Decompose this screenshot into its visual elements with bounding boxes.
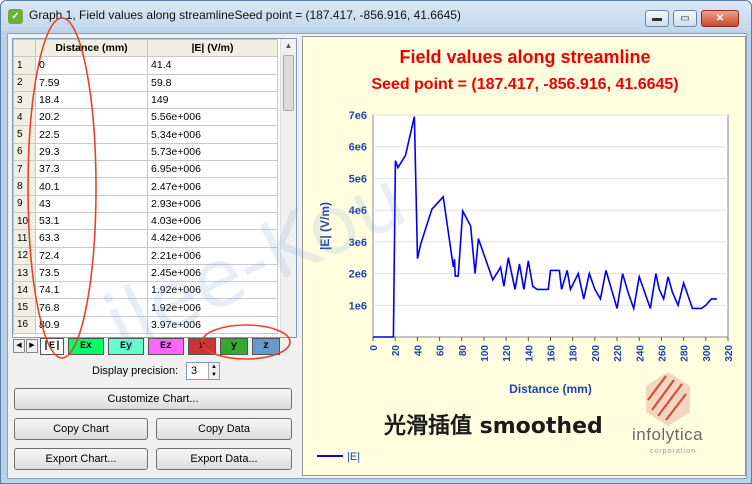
y-tick-label: 3e6 — [349, 237, 367, 249]
tab-ey[interactable]: Ey — [108, 338, 144, 355]
maximize-button[interactable]: ▭ — [673, 10, 697, 27]
field-cell[interactable]: 2.45e+006 — [147, 263, 278, 283]
x-tick-label: 200 — [591, 345, 602, 362]
distance-cell[interactable]: 7.59 — [35, 73, 148, 92]
x-tick-label: 40 — [413, 345, 424, 357]
close-button[interactable]: ✕ — [701, 10, 739, 27]
row-number[interactable]: 13 — [13, 263, 36, 283]
ellipse-distance-column — [27, 17, 97, 359]
title-bar[interactable]: ✓ Graph 1, Field values along streamline… — [1, 1, 751, 31]
table-row[interactable]: 16 80.9 3.97e+006 — [13, 315, 278, 335]
row-number[interactable]: 15 — [13, 298, 36, 317]
precision-input[interactable]: 3 ▲ ▼ — [186, 362, 220, 380]
copy-chart-button[interactable]: Copy Chart — [14, 418, 148, 440]
vertical-scrollbar[interactable]: ▲ — [280, 39, 296, 337]
export-chart-button[interactable]: Export Chart... — [14, 448, 148, 470]
x-tick-label: 180 — [569, 345, 580, 362]
data-grid[interactable]: Distance (mm) |E| (V/m) 1 0 41.4 2 7.59 59.8 3… — [12, 38, 297, 338]
smoothed-annotation: 光滑插值 smoothed — [384, 414, 603, 439]
table-row[interactable]: 3 18.4 149 — [13, 90, 278, 110]
x-tick-label: 0 — [369, 345, 380, 351]
ellipse-coordinate-tabs — [201, 324, 291, 360]
field-cell[interactable]: 2.93e+006 — [147, 194, 278, 213]
plot-area — [372, 114, 729, 338]
line-chart: Field values along streamline Seed point … — [317, 47, 735, 463]
x-tick-label: 100 — [480, 345, 491, 362]
distance-cell[interactable]: 80.9 — [35, 315, 148, 335]
table-row[interactable]: 14 74.1 1.92e+006 — [13, 281, 278, 300]
row-number[interactable]: 14 — [13, 281, 36, 300]
copy-data-button[interactable]: Copy Data — [156, 418, 292, 440]
tab-z[interactable]: z — [252, 338, 280, 355]
tab-next-icon[interactable]: ▶ — [26, 339, 38, 353]
logo-subtitle: corporation — [650, 448, 697, 455]
tab-abseabs[interactable]: |E| — [40, 338, 64, 355]
precision-spinner[interactable]: ▲ ▼ — [208, 363, 219, 379]
x-tick-label: 300 — [702, 345, 713, 362]
row-number[interactable]: 2 — [13, 73, 36, 92]
header-row: Distance (mm) |E| (V/m) — [13, 39, 278, 58]
y-tick-label: 5e6 — [349, 173, 367, 185]
table-row[interactable]: 9 43 2.93e+006 — [13, 194, 278, 213]
field-cell[interactable]: 5.73e+006 — [147, 142, 278, 162]
field-cell[interactable]: 59.8 — [147, 73, 278, 92]
row-number[interactable]: 16 — [13, 315, 36, 335]
y-tick-label: 1e6 — [349, 300, 367, 312]
x-tick-label: 20 — [391, 345, 402, 357]
y-tick-label: 7e6 — [349, 110, 367, 122]
y-tick-label: 4e6 — [349, 205, 367, 217]
field-cell[interactable]: 3.97e+006 — [147, 315, 278, 335]
table-row[interactable]: 4 20.2 5.56e+006 — [13, 108, 278, 127]
x-tick-label: 140 — [524, 345, 535, 362]
x-tick-label: 260 — [657, 345, 668, 362]
column-header-field[interactable]: |E| (V/m) — [147, 39, 278, 58]
table-row[interactable]: 12 72.4 2.21e+006 — [13, 246, 278, 265]
column-header-distance[interactable]: Distance (mm) — [35, 39, 148, 58]
x-tick-label: 280 — [680, 345, 691, 362]
corner-cell — [13, 39, 36, 58]
infolytica-logo-icon — [646, 372, 690, 426]
x-tick-label: 320 — [724, 345, 735, 362]
series-line-absEabs — [372, 116, 717, 338]
row-number[interactable]: 9 — [13, 194, 36, 213]
x-tick-label: 120 — [502, 345, 513, 362]
customize-chart-button[interactable]: Customize Chart... — [14, 388, 292, 410]
logo-wordmark: infolytica — [632, 425, 704, 444]
precision-label: Display precision: — [92, 365, 179, 377]
y-axis-label: |E| (V/m) — [318, 202, 332, 250]
x-tick-label: 240 — [635, 345, 646, 362]
minimize-button[interactable]: ▬ — [645, 10, 669, 27]
tab-prev-icon[interactable]: ◀ — [13, 339, 25, 353]
field-cell[interactable]: 1.92e+006 — [147, 281, 278, 300]
table-row[interactable]: 2 7.59 59.8 — [13, 73, 278, 92]
x-tick-label: 160 — [547, 345, 558, 362]
y-tick-label: 6e6 — [349, 142, 367, 154]
app-icon: ✓ — [8, 9, 23, 24]
table-row[interactable]: 10 53.1 4.03e+006 — [13, 211, 278, 231]
export-data-button[interactable]: Export Data... — [156, 448, 292, 470]
scroll-thumb[interactable] — [283, 55, 294, 111]
component-tabs: ◀ ▶ |E| Ex Ey Ez x y z — [12, 338, 297, 356]
x-tick-label: 60 — [436, 345, 447, 357]
legend-label: |E| — [347, 451, 360, 463]
precision-value: 3 — [191, 365, 198, 377]
scroll-up-icon[interactable]: ▲ — [284, 41, 293, 50]
x-tick-label: 220 — [613, 345, 624, 362]
y-tick-label: 2e6 — [349, 269, 367, 281]
field-cell[interactable]: 2.21e+006 — [147, 246, 278, 265]
window-client: Distance (mm) |E| (V/m) 1 0 41.4 2 7.59 59.8 3… — [7, 33, 747, 479]
table-row[interactable]: 11 63.3 4.42e+006 — [13, 229, 278, 248]
table-row[interactable]: 13 73.5 2.45e+006 — [13, 263, 278, 283]
table-row[interactable]: 15 76.8 1.92e+006 — [13, 298, 278, 317]
x-tick-label: 80 — [458, 345, 469, 357]
chart-title: Field values along streamline — [399, 47, 650, 67]
tab-y[interactable]: y — [220, 338, 248, 355]
x-axis-label: Distance (mm) — [509, 382, 592, 396]
chart-subtitle: Seed point = (187.417, -856.916, 41.6645… — [371, 76, 678, 93]
tab-ez[interactable]: Ez — [148, 338, 184, 355]
window-title: Graph 1, Field values along streamlineSe… — [29, 8, 461, 22]
data-table: Distance (mm) |E| (V/m) 1 0 41.4 2 7.59 59.8 3… — [13, 39, 278, 335]
